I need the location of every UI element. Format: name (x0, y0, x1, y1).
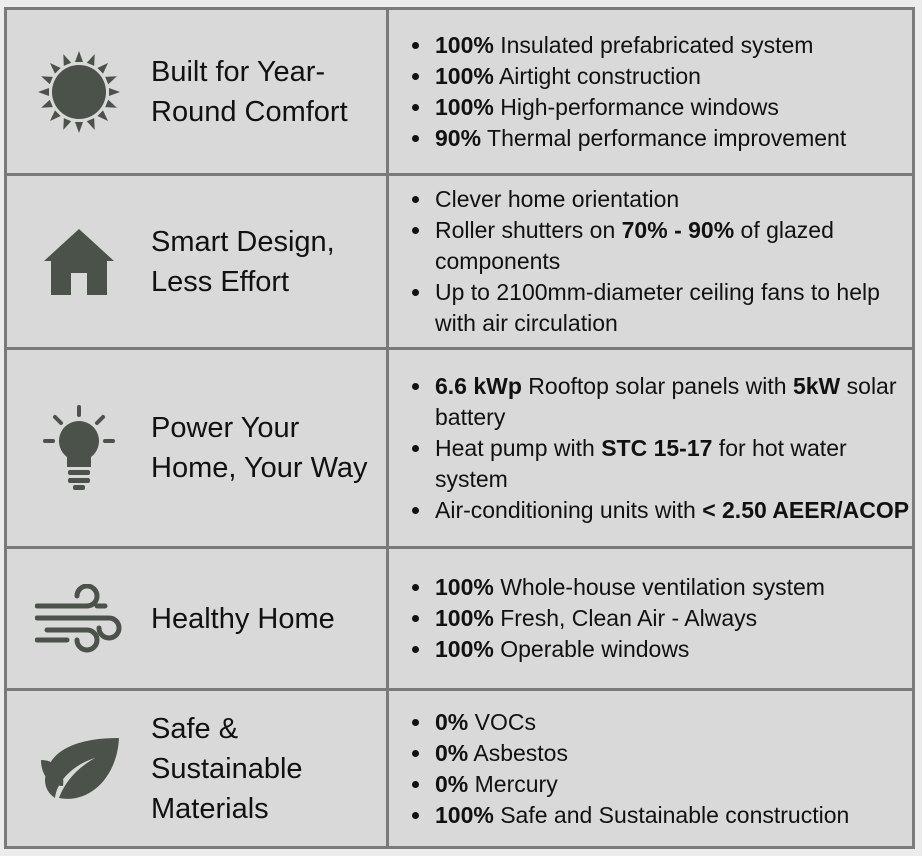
bullet-item: 100% High-performance windows (433, 92, 912, 123)
bullet-item: 100% Insulated prefabricated system (433, 30, 912, 61)
bullet-item: 100% Whole-house ventilation system (433, 572, 912, 603)
bullet-text: Up to 2100mm-diameter ceiling fans to he… (435, 279, 880, 336)
feature-title: Smart Design, Less Effort (151, 225, 335, 298)
bullet-bold: 100% (435, 605, 494, 631)
bullet-text: Operable windows (493, 636, 690, 662)
bullet-bold: 0% (435, 708, 469, 735)
bullet-item: Roller shutters on 70% - 90% of glazed c… (433, 215, 912, 277)
bullet-bold: 90% (435, 124, 482, 151)
bullet-bold: 70% - 90% (621, 217, 735, 243)
bullet-bold: 100% (435, 574, 494, 600)
feature-icon (7, 50, 151, 134)
feature-cell: Built for Year-Round Comfort (4, 7, 389, 176)
feature-row: Safe & Sustainable Materials0% VOCs0% As… (4, 688, 915, 849)
feature-heading: Power Your Home, Your Way (7, 405, 386, 491)
feature-row: Power Your Home, Your Way 6.6 kWp Rooftop… (4, 347, 915, 549)
bullet-text: Insulated prefabricated system (493, 31, 814, 58)
bullet-list: 100% Whole-house ventilation system100% … (389, 572, 912, 665)
feature-cell: Power Your Home, Your Way (4, 347, 389, 549)
bullet-item: 100% Fresh, Clean Air - Always (433, 603, 912, 634)
bullet-bold: 6.6 kWp (435, 372, 522, 399)
bullet-cell: 0% VOCs0% Asbestos0% Mercury100% Safe an… (386, 688, 915, 849)
bullet-text: VOCs (468, 708, 536, 735)
bullet-text: Mercury (468, 770, 558, 797)
bullet-text: Airtight construction (493, 62, 701, 89)
bullet-text: Air-conditioning units with (435, 496, 703, 523)
feature-heading: Healthy Home (7, 583, 386, 654)
feature-row: Healthy Home 100% Whole-house ventilation… (4, 546, 915, 691)
feature-title: Power Your Home, Your Way (151, 412, 368, 484)
bullet-text: Fresh, Clean Air - Always (493, 605, 758, 631)
feature-heading: Smart Design, Less Effort (7, 222, 386, 302)
bullet-item: 0% Asbestos (433, 738, 912, 769)
bullet-list: 0% VOCs0% Asbestos0% Mercury100% Safe an… (389, 707, 912, 831)
feature-table: Built for Year-Round Comfort 100% Insulat… (4, 7, 915, 849)
feature-cell: Smart Design, Less Effort (4, 173, 389, 350)
bullet-item: Air-conditioning units with < 2.50 AEER/… (433, 495, 912, 526)
bullet-list: 6.6 kWp Rooftop solar panels with 5kW so… (389, 371, 912, 526)
bullet-cell: 100% Whole-house ventilation system100% … (386, 546, 915, 691)
bullet-text: solar battery (435, 372, 897, 430)
feature-cell: Healthy Home (4, 546, 389, 691)
bullet-item: Up to 2100mm-diameter ceiling fans to he… (433, 277, 912, 339)
bullet-bold: 5kW (792, 372, 841, 399)
feature-icon (7, 583, 151, 654)
bullet-item: 100% Airtight construction (433, 61, 912, 92)
bullet-list: Clever home orientation Roller shutters o… (389, 184, 912, 339)
bullet-text: of glazed components (435, 217, 834, 274)
feature-row: Built for Year-Round Comfort 100% Insulat… (4, 7, 915, 176)
feature-title: Healthy Home (151, 602, 335, 635)
bullet-text: Whole-house ventilation system (493, 574, 825, 600)
feature-title: Safe & Sustainable Materials (151, 712, 303, 825)
bullet-item: Clever home orientation (433, 184, 912, 215)
bullet-item: 6.6 kWp Rooftop solar panels with 5kW so… (433, 371, 912, 433)
bullet-text: Thermal performance improvement (481, 124, 847, 151)
feature-title: Built for Year-Round Comfort (151, 55, 348, 128)
bullet-cell: 6.6 kWp Rooftop solar panels with 5kW so… (386, 347, 915, 549)
feature-row: Smart Design, Less Effort Clever home ori… (4, 173, 915, 350)
feature-heading: Built for Year-Round Comfort (7, 50, 386, 134)
bullet-text: Heat pump with (435, 434, 602, 461)
bullet-text: Roller shutters on (435, 217, 622, 243)
bullet-bold: 100% (435, 801, 494, 828)
bullet-item: 100% Safe and Sustainable construction (433, 800, 912, 831)
bullet-text: Clever home orientation (435, 186, 680, 212)
bullet-item: Heat pump with STC 15-17 for hot water s… (433, 433, 912, 495)
bullet-text: for hot water system (435, 434, 847, 492)
bullet-text: High-performance windows (493, 93, 779, 120)
bullet-bold: 100% (435, 93, 494, 120)
feature-cell: Safe & Sustainable Materials (4, 688, 389, 849)
bullet-item: 0% Mercury (433, 769, 912, 800)
bullet-bold: < 2.50 AEER/ACOP (702, 496, 910, 523)
bullet-text: Asbestos (468, 739, 568, 766)
feature-icon (7, 736, 151, 802)
bullet-cell: Clever home orientation Roller shutters o… (386, 173, 915, 350)
bullet-bold: 100% (435, 62, 494, 89)
bullet-item: 100% Operable windows (433, 634, 912, 665)
bullet-bold: STC 15-17 (601, 434, 713, 461)
feature-heading: Safe & Sustainable Materials (7, 709, 386, 829)
bullet-bold: 100% (435, 31, 494, 58)
feature-icon (7, 405, 151, 491)
bullet-bold: 100% (435, 636, 494, 662)
bullet-text: Safe and Sustainable construction (493, 801, 850, 828)
bullet-bold: 0% (435, 739, 469, 766)
feature-icon (7, 227, 151, 297)
bullet-item: 0% VOCs (433, 707, 912, 738)
bullet-text: Rooftop solar panels with (521, 372, 793, 399)
bullet-list: 100% Insulated prefabricated system100% … (389, 30, 912, 154)
bullet-item: 90% Thermal performance improvement (433, 123, 912, 154)
bullet-bold: 0% (435, 770, 469, 797)
bullet-cell: 100% Insulated prefabricated system100% … (386, 7, 915, 176)
